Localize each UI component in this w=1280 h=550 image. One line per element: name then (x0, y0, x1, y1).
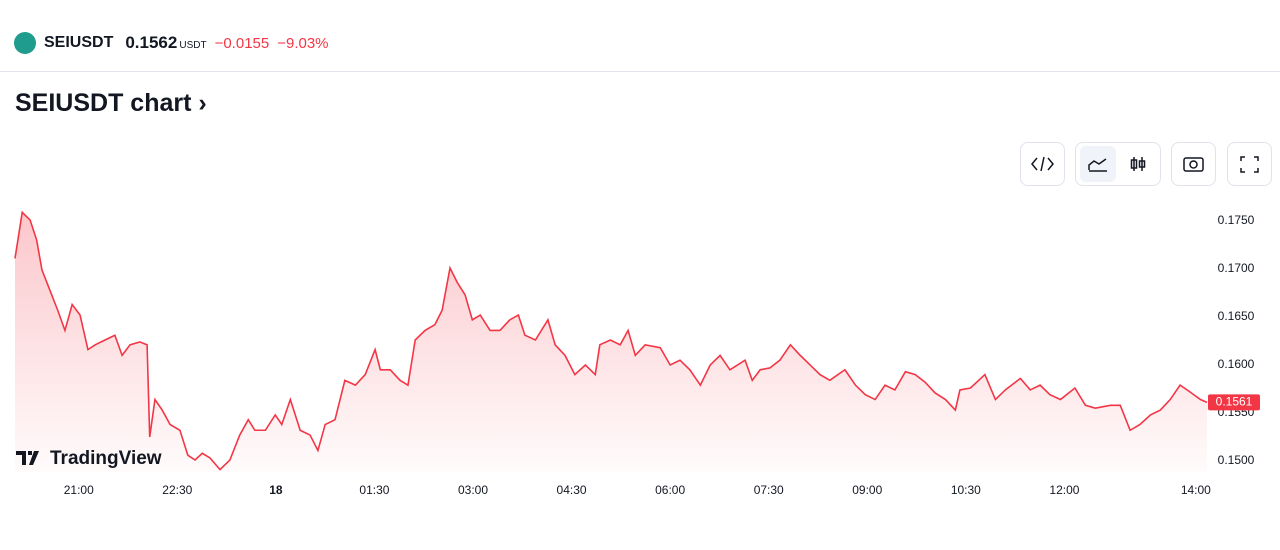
screenshot-button[interactable] (1171, 142, 1216, 186)
change: −0.0155 (214, 34, 270, 52)
x-tick-label: 03:00 (458, 483, 488, 497)
x-tick-label: 06:00 (655, 483, 685, 497)
chart-type-icons (1088, 157, 1146, 172)
watermark: TradingView (16, 448, 162, 469)
area-fill (15, 212, 1207, 473)
price: 0.1562 (125, 33, 178, 52)
embed-button[interactable] (1020, 142, 1065, 186)
x-tick-label: 04:30 (557, 483, 587, 497)
watermark-text: TradingView (50, 448, 162, 469)
y-tick-label: 0.1750 (1218, 213, 1255, 227)
x-tick-label: 18 (269, 483, 283, 497)
x-tick-label: 09:00 (852, 483, 882, 497)
fullscreen-icon (1240, 156, 1259, 173)
x-tick-label: 14:00 (1181, 483, 1211, 497)
title-text[interactable]: SEIUSDT chart (15, 89, 192, 117)
x-tick-label: 21:00 (64, 483, 94, 497)
x-tick-label: 22:30 (162, 483, 192, 497)
embed-icon (1031, 156, 1054, 172)
section-title[interactable]: SEIUSDT chart › (15, 89, 207, 117)
x-tick-label: 10:30 (951, 483, 981, 497)
y-tick-label: 0.1650 (1218, 309, 1255, 323)
x-tick-label: 12:00 (1049, 483, 1079, 497)
camera-icon (1183, 157, 1204, 172)
symbol-logo (14, 32, 36, 54)
price-line (14, 210, 1208, 471)
symbol-header: SEIUSDT 0.1562 USDT −0.0155 −9.03% (14, 30, 329, 56)
x-tick-label: 01:30 (359, 483, 389, 497)
symbol: SEIUSDT (44, 34, 114, 51)
y-tick-label: 0.1500 (1218, 453, 1255, 467)
change-percent: −9.03% (277, 34, 329, 52)
last-price-label: 0.1561 (1216, 395, 1253, 409)
y-tick-label: 0.1600 (1218, 357, 1255, 371)
last-price-tag (1208, 394, 1260, 411)
divider (0, 71, 1280, 72)
fullscreen-button[interactable] (1227, 142, 1272, 186)
chart-type-toggle[interactable] (1075, 142, 1161, 186)
currency: USDT (179, 39, 207, 51)
x-tick-label: 07:30 (754, 483, 784, 497)
y-tick-label: 0.1700 (1218, 261, 1255, 275)
